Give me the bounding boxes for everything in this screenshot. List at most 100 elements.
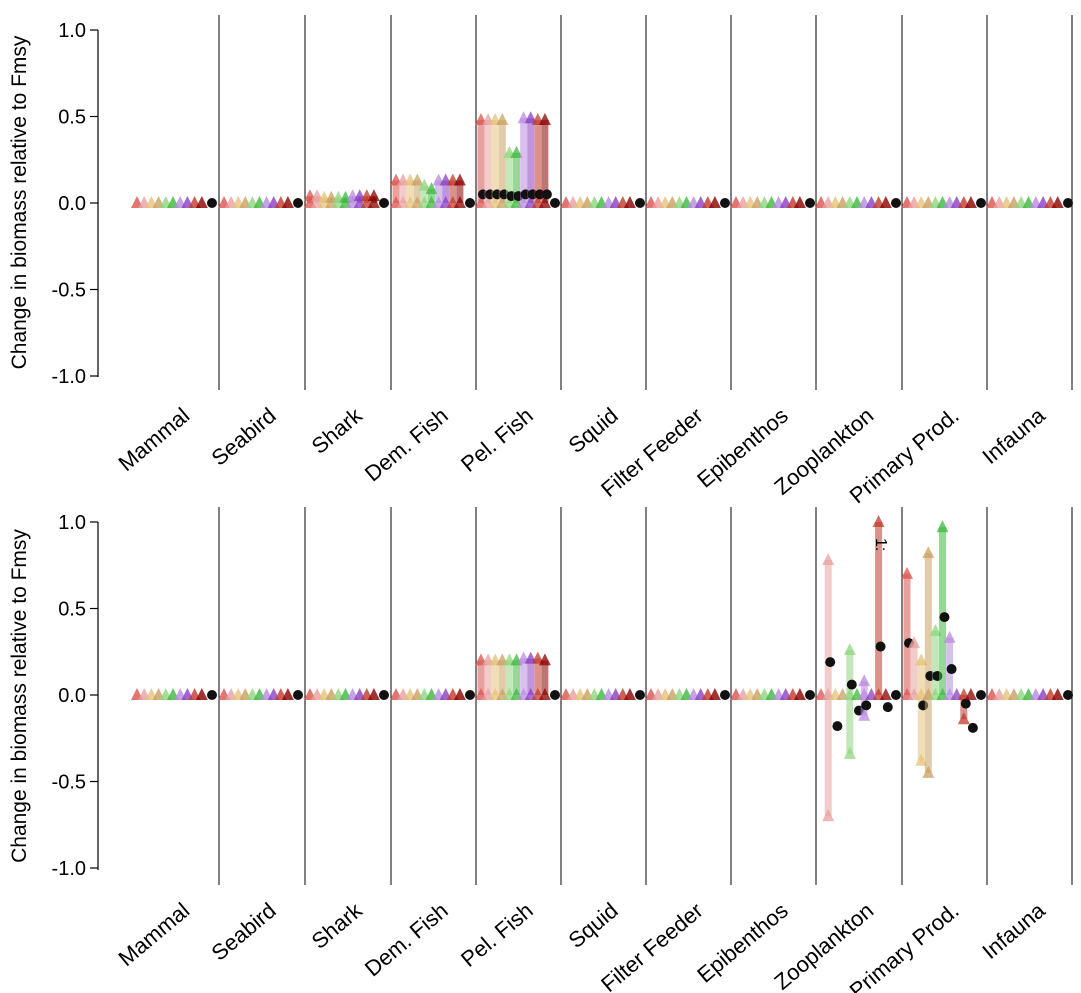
mean-point	[960, 698, 971, 709]
error-bar	[513, 152, 520, 203]
category-label: Shark	[307, 402, 368, 459]
mean-point	[541, 189, 552, 200]
panel-top: 1.0 0.5 0.0 -0.5 -1.0 Change in biomass relat…	[8, 15, 1073, 508]
error-bar	[520, 118, 528, 203]
zero-marker	[1051, 688, 1064, 700]
upper-marker	[496, 112, 509, 125]
zero-marker	[708, 196, 721, 208]
lower-marker	[922, 765, 935, 778]
upper-marker	[418, 178, 431, 191]
upper-marker	[858, 674, 871, 687]
category-label: Squid	[564, 403, 623, 458]
y-tick-label: 0.5	[58, 599, 86, 621]
upper-marker	[929, 623, 942, 636]
error-bar	[875, 522, 883, 695]
panel-bottom: 1.0 0.5 0.0 -0.5 -1.0 Change in biomass relat…	[8, 507, 1073, 993]
y-tick-label: 0.0	[58, 685, 86, 707]
upper-marker	[367, 189, 380, 202]
lower-marker	[957, 712, 970, 725]
zero-marker	[964, 196, 977, 208]
zero-marker	[879, 196, 892, 208]
zero-marker	[879, 688, 892, 700]
error-bar	[442, 180, 450, 203]
error-bar	[477, 119, 485, 203]
zero-marker	[195, 196, 208, 208]
mean-point	[1063, 690, 1073, 700]
zero-marker	[195, 688, 208, 700]
category-label: Pel. Fish	[456, 898, 538, 972]
mean-point	[846, 679, 857, 690]
mean-point	[720, 198, 730, 208]
upper-marker	[872, 515, 885, 527]
mean-point	[875, 641, 886, 652]
mean-point	[293, 198, 303, 208]
error-bar	[939, 527, 946, 695]
error-bar	[520, 658, 528, 695]
y-tick-label: -0.5	[52, 772, 86, 794]
zero-marker	[708, 688, 721, 700]
error-bar	[449, 180, 457, 203]
lower-marker	[843, 746, 856, 759]
upper-marker	[311, 189, 324, 202]
error-bar	[513, 660, 520, 695]
zero-marker	[623, 688, 636, 700]
mean-point	[832, 721, 843, 732]
error-bar	[846, 650, 854, 754]
y-tick-label: 0.0	[58, 193, 86, 215]
y-tick-label: 1.0	[58, 20, 86, 42]
mean-point	[1063, 198, 1073, 208]
error-bar	[924, 553, 932, 773]
error-bar	[498, 660, 506, 695]
mean-point	[635, 198, 645, 208]
mean-point	[379, 198, 389, 208]
upper-marker	[453, 173, 466, 186]
category-label: Seabird	[207, 898, 281, 966]
error-bar	[505, 660, 513, 695]
mean-point	[720, 690, 730, 700]
error-bar	[534, 119, 542, 203]
error-bar	[917, 660, 925, 761]
mean-point	[861, 700, 872, 711]
mean-point	[550, 690, 560, 700]
zero-marker	[367, 196, 380, 208]
error-bar	[541, 119, 549, 203]
error-bar	[392, 180, 400, 203]
category-label: Seabird	[207, 403, 281, 471]
error-bar	[498, 119, 506, 203]
zero-marker	[623, 196, 636, 208]
error-bar	[505, 152, 513, 203]
upper-marker	[936, 520, 949, 533]
mean-point	[891, 690, 901, 700]
upper-marker	[822, 553, 835, 566]
error-bar	[456, 180, 464, 203]
upper-marker	[922, 546, 935, 559]
mean-point	[293, 690, 303, 700]
y-axis-title: Change in biomass relative to Fmsy	[8, 529, 31, 863]
upper-marker	[901, 566, 913, 579]
error-bar	[527, 658, 535, 695]
zero-marker	[1051, 196, 1064, 208]
mean-point	[465, 690, 475, 700]
upper-marker	[425, 182, 438, 195]
error-bar	[435, 180, 443, 203]
mean-point	[805, 198, 815, 208]
mean-point	[939, 612, 950, 623]
error-bar	[541, 660, 549, 695]
error-bar	[931, 630, 939, 695]
mean-point	[207, 690, 217, 700]
mean-point	[207, 198, 217, 208]
error-bar	[527, 118, 535, 203]
zero-marker	[538, 688, 551, 700]
y-axis-title: Change in biomass relative to Fmsy	[8, 35, 31, 369]
zero-marker	[281, 688, 294, 700]
category-label: Squid	[564, 898, 623, 953]
error-bar	[477, 660, 485, 695]
category-label: Mammal	[114, 898, 195, 971]
error-bar	[910, 643, 918, 695]
mean-point	[825, 657, 836, 668]
mean-point	[946, 664, 957, 675]
upper-marker	[908, 636, 921, 649]
error-bar	[484, 660, 492, 695]
lower-marker	[915, 753, 928, 766]
category-label: Infauna	[977, 402, 1050, 469]
